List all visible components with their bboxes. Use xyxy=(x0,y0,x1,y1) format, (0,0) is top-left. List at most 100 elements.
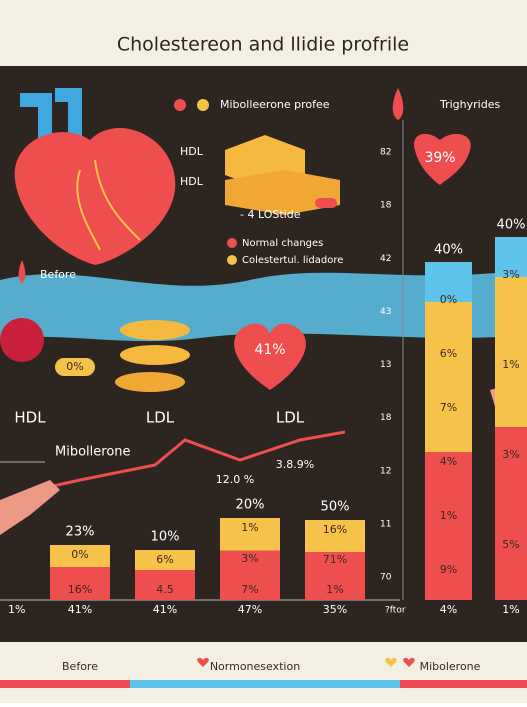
heart-veins xyxy=(76,159,141,251)
bar-top-label: 50% xyxy=(321,500,350,515)
base-label: 41% xyxy=(153,603,177,616)
legend-dot xyxy=(227,255,237,265)
segment-label: 4% xyxy=(440,455,457,468)
line-label: 12.0 % xyxy=(216,473,254,486)
legend-icon xyxy=(197,657,209,667)
bar-segment xyxy=(305,520,365,552)
segment-label: 71% xyxy=(323,553,347,566)
bar-segment xyxy=(495,237,527,277)
label: - 4 LOStide xyxy=(240,208,301,221)
note: Colestertul. lidadore xyxy=(242,255,343,266)
legend-text: Before xyxy=(62,660,98,673)
segment-label: 5% xyxy=(502,538,519,551)
stripe xyxy=(130,680,400,688)
label: HDL xyxy=(180,145,204,158)
legend-icon xyxy=(385,657,397,667)
hand xyxy=(0,480,60,535)
bar-segment xyxy=(495,427,527,600)
bar-segment xyxy=(425,302,472,452)
bar-segment xyxy=(135,550,195,570)
segment-label: 4.5 xyxy=(156,583,174,596)
footer-band xyxy=(0,642,527,703)
legend-text: Trighyrides xyxy=(439,98,500,111)
stripe xyxy=(400,680,527,688)
bar-top-label: 20% xyxy=(236,498,265,513)
base-label: 47% xyxy=(238,603,262,616)
pill xyxy=(55,358,95,376)
segment-label: 16% xyxy=(323,523,347,536)
base-label: 41% xyxy=(68,603,92,616)
caption: Before xyxy=(40,268,76,281)
label: LDL xyxy=(276,409,305,427)
heart-value: 39% xyxy=(424,150,455,166)
legend-dot xyxy=(197,99,209,111)
axis-label: 12 xyxy=(380,466,391,476)
segment-label: 1% xyxy=(502,358,519,371)
segment-label: 7% xyxy=(241,583,258,596)
base-label: 4% xyxy=(440,603,457,616)
base-label: 1% xyxy=(8,603,25,616)
heart-icon xyxy=(414,133,471,185)
segment-label: 16% xyxy=(68,583,92,596)
drop xyxy=(18,260,26,283)
segment-label: 1% xyxy=(326,583,343,596)
segment-label: 0% xyxy=(71,548,88,561)
cheese-icon xyxy=(225,170,340,215)
cell-icon xyxy=(0,318,44,362)
base-label: 35% xyxy=(323,603,347,616)
legend-text: Mibolerone xyxy=(420,660,481,673)
heart-value: 41% xyxy=(254,342,285,358)
axis-label: 70 xyxy=(380,573,392,583)
bar-top-label: 40% xyxy=(497,218,526,233)
segment-label: 1% xyxy=(241,521,258,534)
bar-segment xyxy=(50,567,110,600)
bar-top-label: 10% xyxy=(151,530,180,545)
axis-label: 82 xyxy=(380,148,391,158)
bar-top-label: 23% xyxy=(66,525,95,540)
axis-label: 13 xyxy=(380,360,391,370)
segment-label: 3% xyxy=(502,448,519,461)
pill-value: 0% xyxy=(66,360,83,373)
heart-icon xyxy=(234,323,306,390)
axis-label: 18 xyxy=(380,201,392,211)
coin xyxy=(120,345,190,365)
bar-segment xyxy=(220,550,280,600)
bar-segment xyxy=(305,552,365,600)
bar-segment xyxy=(50,545,110,567)
line-label: 3.8.9% xyxy=(276,458,314,471)
line-title: Mibollerone xyxy=(55,445,131,460)
label: HDL xyxy=(180,175,204,188)
header-band xyxy=(0,0,527,66)
title: Cholestereon and llidie profrile xyxy=(117,34,409,56)
note: Normal changes xyxy=(242,238,323,249)
axis-label: 11 xyxy=(380,519,391,529)
bar-segment xyxy=(425,452,472,600)
bar-segment xyxy=(135,570,195,600)
segment-label: 7% xyxy=(440,401,457,414)
bar-segment xyxy=(220,518,280,551)
pill xyxy=(315,198,337,208)
coin xyxy=(115,372,185,392)
axis-label: 42 xyxy=(380,254,391,264)
axis-label: 18 xyxy=(380,413,392,423)
segment-label: 6% xyxy=(440,347,457,360)
legend-icon xyxy=(403,657,415,667)
bar-segment xyxy=(425,262,472,302)
stripe xyxy=(0,680,130,688)
axis-label: 43 xyxy=(380,307,391,317)
trend-line xyxy=(34,430,346,492)
base-label: 1% xyxy=(502,603,519,616)
axis-name: ?ftor xyxy=(385,606,406,616)
vessels xyxy=(20,88,82,140)
segment-label: 3% xyxy=(241,552,258,565)
legend-dot xyxy=(227,238,237,248)
legend-dot xyxy=(174,99,186,111)
coin xyxy=(120,320,190,340)
label: LDL xyxy=(146,409,175,427)
bar-top-label: 40% xyxy=(434,243,463,258)
bar-segment xyxy=(495,277,527,427)
segment-label: 0% xyxy=(440,293,457,306)
label: HDL xyxy=(14,409,46,427)
heart-icon xyxy=(14,128,176,265)
